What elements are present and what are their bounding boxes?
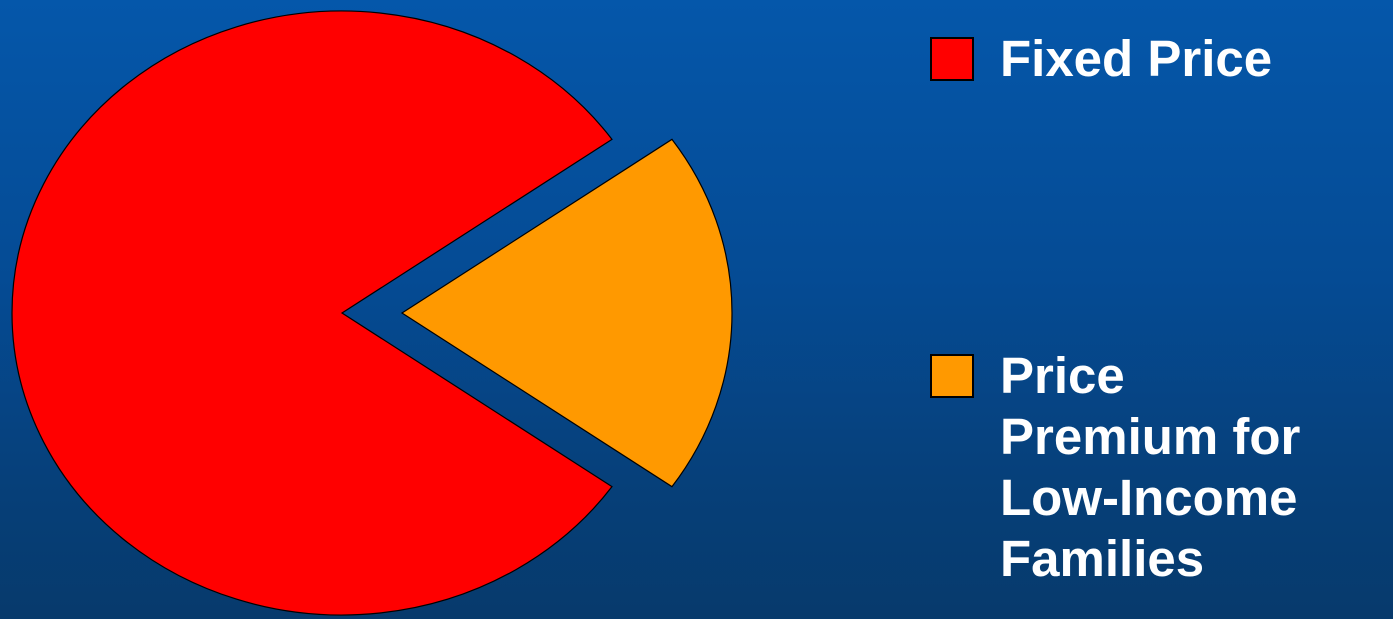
legend-swatch-price-premium-for-low-income-families — [930, 354, 974, 398]
legend-label-line: Low-Income — [1000, 469, 1298, 526]
legend: Fixed Price Price Premium for Low-Income Fam… — [930, 30, 1301, 587]
legend-label-line: Fixed Price — [1000, 30, 1272, 87]
pie-slices — [11, 10, 733, 616]
legend-swatch-fixed-price — [930, 37, 974, 81]
legend-label-line: Families — [1000, 530, 1204, 587]
legend-label-line: Price — [1000, 347, 1125, 404]
legend-label-fixed-price: Fixed Price — [1000, 30, 1272, 87]
pie-slice-fixed-price — [11, 10, 613, 616]
pie-slice-price-premium-for-low-income-families — [400, 138, 733, 488]
legend-label-line: Premium for — [1000, 408, 1301, 465]
legend-label-price-premium-for-low-income-families: Price Premium for Low-Income Families — [1000, 347, 1301, 587]
